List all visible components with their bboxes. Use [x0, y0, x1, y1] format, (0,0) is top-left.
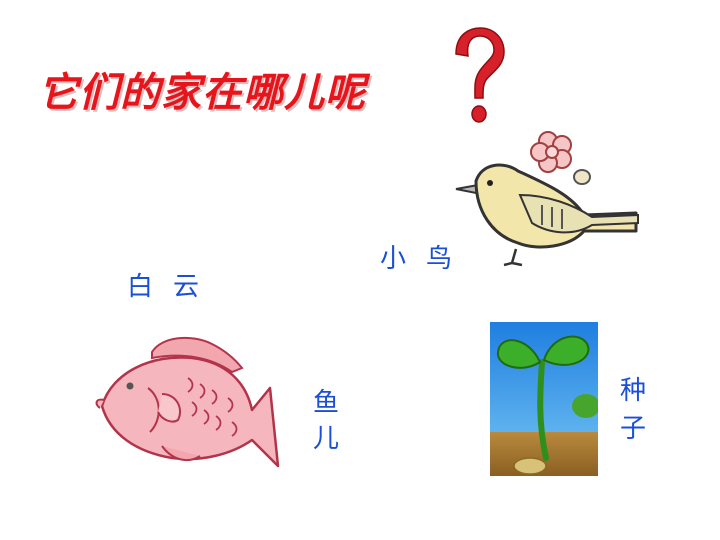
bird-label: 小鸟: [380, 244, 473, 274]
question-mark-icon: [455, 27, 505, 123]
slide-title: 它们的家在哪儿呢: [38, 70, 366, 116]
fish-picture: [95, 336, 280, 468]
seed-label: 种子: [620, 376, 647, 444]
fish-label: 鱼儿: [313, 388, 340, 454]
sprout-picture: [490, 322, 598, 476]
seed-bit: [573, 169, 591, 185]
flower-icon: [530, 131, 572, 173]
bird-picture: [455, 131, 639, 267]
cloud-label: 白云: [127, 272, 220, 302]
